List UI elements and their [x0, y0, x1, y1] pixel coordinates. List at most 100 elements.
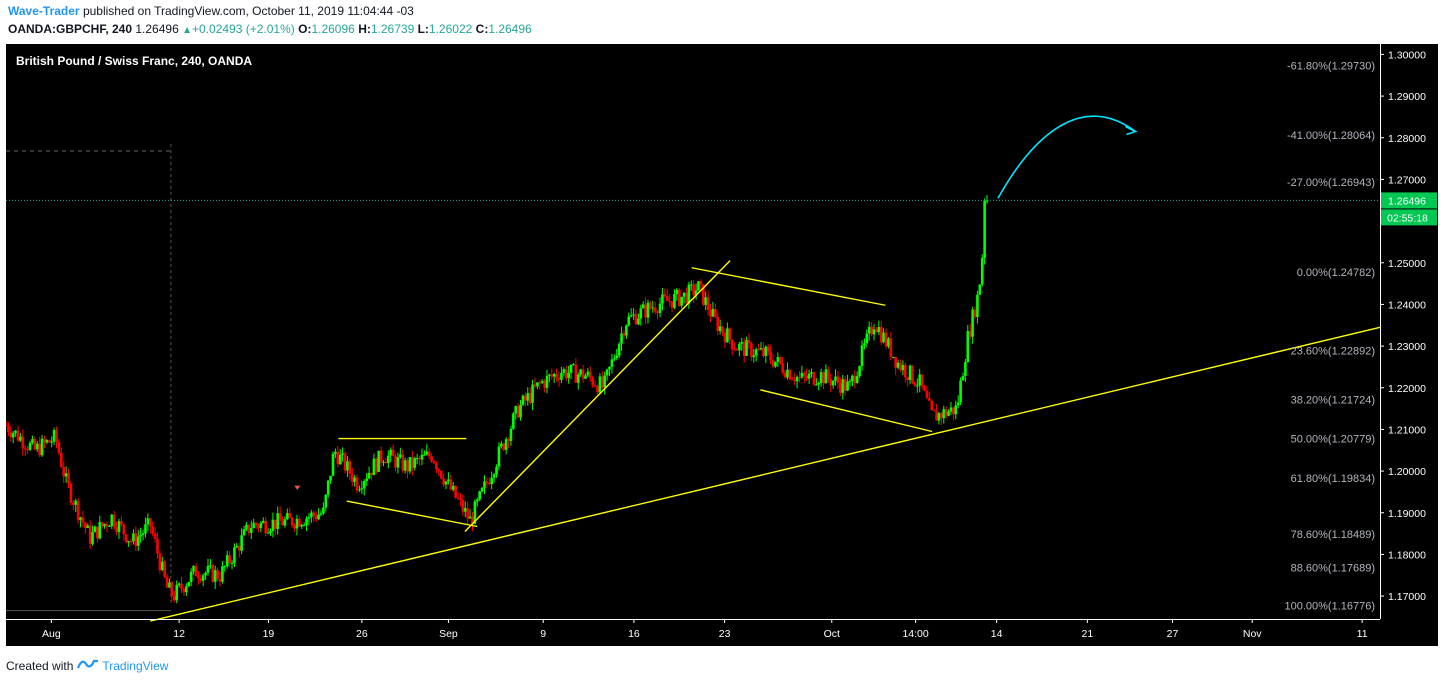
candle-body — [329, 475, 332, 481]
y-tick-label: 1.24000 — [1388, 299, 1426, 311]
candle-body — [935, 410, 938, 421]
candle-body — [35, 443, 39, 450]
candle-body — [406, 460, 409, 472]
candle-body — [283, 519, 287, 526]
author-link[interactable]: Wave-Trader — [8, 4, 80, 18]
candle-body — [706, 297, 710, 311]
candle-body — [382, 461, 385, 463]
candle-body — [160, 561, 164, 571]
candle-body — [223, 566, 227, 568]
candle-body — [40, 438, 44, 456]
candle-body — [786, 369, 789, 378]
candle-body — [50, 441, 53, 443]
candle-body — [108, 526, 111, 528]
candle-body — [353, 477, 356, 482]
candle-body — [254, 522, 258, 526]
candle-body — [314, 515, 318, 520]
tradingview-logo-icon — [77, 657, 99, 674]
candle-body — [557, 377, 561, 380]
candle-body — [100, 522, 104, 527]
candle-body — [148, 518, 152, 527]
candle-body — [579, 369, 582, 375]
high-label: H: — [358, 22, 371, 36]
fib-level-label: 50.00%(1.20779) — [1291, 434, 1375, 446]
candle-body — [639, 308, 643, 319]
candle-body — [492, 474, 496, 478]
candle-body — [132, 533, 135, 542]
candle-body — [699, 281, 703, 285]
candle-body — [52, 430, 56, 442]
candle-body — [879, 326, 883, 343]
candle-body — [350, 473, 354, 482]
candle-body — [432, 461, 436, 464]
candle-body — [259, 522, 263, 529]
candle-body — [653, 307, 657, 312]
rising-channel-line — [464, 260, 731, 532]
candle-body — [586, 371, 590, 376]
candle-body — [591, 377, 594, 386]
chart-area[interactable]: British Pound / Swiss Franc, 240, OANDA … — [4, 44, 1438, 646]
candle-body — [165, 576, 169, 588]
countdown-tag — [1381, 209, 1437, 226]
price-chart[interactable]: British Pound / Swiss Franc, 240, OANDA … — [4, 44, 1438, 646]
candle-body — [716, 316, 720, 332]
change-value: +0.02493 (+2.01%) — [192, 22, 295, 36]
candle-body — [64, 473, 68, 477]
high-value: 1.26739 — [370, 22, 415, 36]
candle-body — [776, 357, 780, 362]
candle-body — [774, 361, 777, 367]
candle-body — [338, 454, 342, 465]
candle-body — [367, 472, 371, 479]
tradingview-brand-link[interactable]: TradingView — [102, 658, 169, 673]
candle-body — [189, 571, 193, 583]
candle-body — [754, 349, 758, 356]
candle-body — [293, 525, 296, 529]
candle-body — [281, 520, 284, 526]
candle-body — [4, 425, 8, 427]
candle-body — [942, 409, 946, 419]
candle-body — [610, 359, 614, 367]
countdown-label: 02:55:18 — [1387, 212, 1428, 224]
candle-body — [355, 477, 359, 491]
candle-body — [437, 469, 441, 471]
candle-body — [694, 290, 698, 296]
candle-body — [488, 482, 491, 485]
candle-body — [550, 374, 554, 377]
candle-body — [139, 535, 142, 537]
candle-body — [408, 457, 412, 472]
candle-body — [718, 326, 722, 332]
last-price-label: 1.26496 — [1388, 195, 1426, 207]
candle-body — [675, 289, 679, 294]
candle-body — [117, 521, 121, 532]
candle-body — [257, 525, 260, 529]
candle-body — [581, 369, 585, 379]
candle-body — [540, 381, 544, 383]
candle-body — [644, 304, 647, 318]
candle-body — [670, 301, 674, 308]
candle-body — [290, 517, 294, 526]
candle-body — [199, 578, 203, 581]
candle-body — [810, 372, 813, 374]
candle-body — [307, 517, 311, 519]
candle-body — [930, 400, 934, 410]
candle-body — [461, 499, 465, 512]
candle-body — [668, 300, 671, 302]
candle-body — [454, 485, 457, 498]
candle-body — [637, 318, 640, 325]
candle-body — [497, 446, 501, 467]
candle-body — [711, 309, 715, 317]
candle-body — [545, 375, 549, 388]
candle-body — [466, 508, 469, 519]
candle-body — [916, 385, 919, 387]
x-tick-label: Oct — [824, 628, 840, 640]
candle-body — [271, 519, 275, 531]
x-tick-label: 27 — [1167, 628, 1179, 640]
candle-body — [425, 451, 429, 455]
candle-body — [74, 500, 78, 505]
candle-body — [961, 375, 965, 381]
candle-body — [276, 513, 280, 529]
candle-body — [146, 518, 150, 525]
candle-body — [247, 524, 251, 533]
candle-body — [937, 413, 941, 421]
candle-body — [901, 365, 905, 371]
